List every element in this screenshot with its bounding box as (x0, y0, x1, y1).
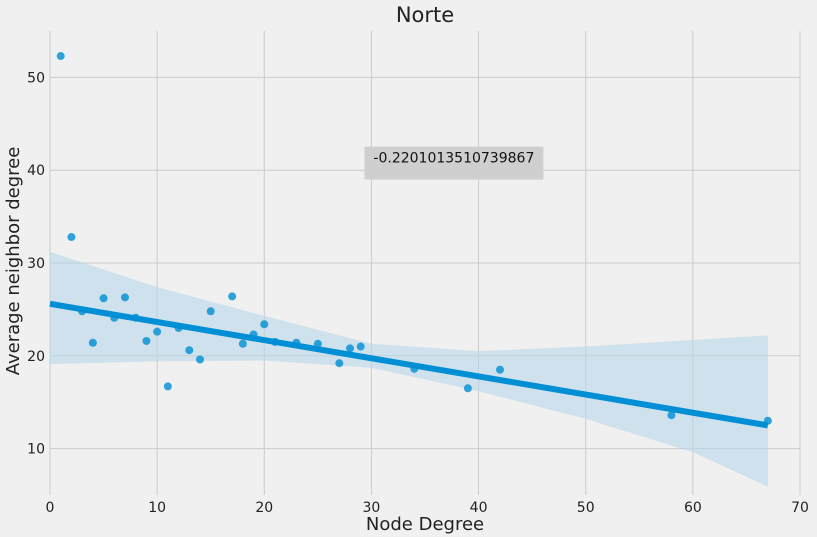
annotation-group: -0.2201013510739867 (364, 146, 544, 180)
data-point (185, 346, 194, 355)
x-tick-label: 70 (791, 500, 809, 516)
chart-title: Norte (396, 3, 454, 27)
x-tick-label: 10 (148, 500, 166, 516)
data-point (99, 294, 108, 303)
confidence-band-area (50, 251, 768, 487)
data-point (356, 342, 365, 351)
data-point (196, 355, 204, 364)
x-tick-label: 0 (46, 500, 55, 516)
data-point (496, 365, 504, 374)
y-axis-label: Average neighbor degree (3, 147, 24, 376)
x-tick-label: 50 (577, 500, 595, 516)
data-point (260, 320, 269, 329)
data-point (88, 338, 97, 347)
data-point (67, 233, 76, 242)
y-tick-label: 20 (27, 349, 45, 365)
x-tick-label: 30 (363, 500, 381, 516)
data-point (163, 382, 172, 391)
y-tick-label: 10 (27, 442, 45, 458)
x-tick-label: 20 (255, 500, 273, 516)
data-point (667, 411, 676, 420)
annotation-text: -0.2201013510739867 (373, 151, 534, 167)
annotation-box (364, 146, 544, 180)
x-tick-label: 40 (470, 500, 488, 516)
x-axis-label: Node Degree (366, 514, 484, 535)
data-point (56, 52, 65, 61)
data-point (121, 293, 129, 302)
data-point (206, 307, 215, 316)
tick-labels: 0 10 20 30 40 50 60 70 10 20 30 40 50 (27, 70, 809, 516)
y-tick-label: 50 (27, 70, 45, 86)
regression-line (49, 300, 769, 429)
data-point (313, 339, 322, 348)
y-tick-label: 30 (27, 256, 45, 272)
data-point (238, 339, 247, 348)
data-point (228, 292, 237, 301)
data-point (142, 336, 151, 345)
regression-line-group (49, 300, 769, 429)
confidence-band (50, 251, 768, 487)
x-tick-label: 60 (684, 500, 702, 516)
data-point (463, 384, 472, 393)
data-point (346, 344, 354, 353)
data-point (153, 327, 162, 336)
data-point (335, 359, 344, 368)
y-tick-label: 40 (27, 163, 45, 179)
